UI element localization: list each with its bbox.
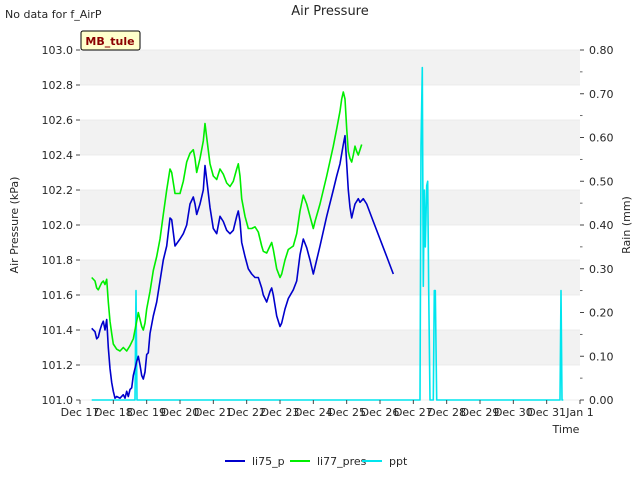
x-tick-label: Dec 22	[227, 406, 266, 419]
axes: 101.0 101.2 101.4 101.6 101.8 102.0 102.2 102.4…	[42, 44, 614, 419]
x-tick-label: Dec 21	[194, 406, 233, 419]
x-tick-label: Dec 19	[127, 406, 166, 419]
y-axis-label: Air Pressure (kPa)	[8, 177, 21, 274]
y-tick-label: 102.0	[42, 219, 74, 232]
y2-tick-label: 0.40	[589, 219, 614, 232]
station-badge-label: MB_tule	[85, 35, 134, 48]
y-tick-label: 101.4	[42, 324, 74, 337]
background-band	[80, 120, 580, 155]
station-badge: MB_tule	[80, 30, 141, 51]
legend-label-ppt: ppt	[389, 455, 408, 468]
legend-label-li75-p: li75_p	[252, 455, 285, 468]
x-tick-label: Dec 18	[94, 406, 133, 419]
y-tick-label: 102.2	[42, 184, 74, 197]
background-bands	[80, 50, 580, 365]
y-tick-label: 102.8	[42, 79, 74, 92]
x-tick-label: Dec 29	[461, 406, 500, 419]
no-data-message: No data for f_AirP	[5, 8, 102, 21]
y2-tick-label: 0.00	[589, 394, 614, 407]
background-band	[80, 260, 580, 295]
x-tick-label: Dec 24	[294, 406, 333, 419]
y-tick-label: 103.0	[42, 44, 74, 57]
y2-tick-label: 0.10	[589, 350, 614, 363]
y2-axis-label: Rain (mm)	[620, 196, 633, 254]
y-tick-label: 101.0	[42, 394, 74, 407]
y2-tick-label: 0.70	[589, 88, 614, 101]
y2-tick-label: 0.50	[589, 175, 614, 188]
x-tick-label: Jan 1	[565, 406, 593, 419]
background-band	[80, 50, 580, 85]
background-band	[80, 330, 580, 365]
legend-label-li77-pres: li77_pres	[317, 455, 367, 468]
x-tick-label: Dec 30	[494, 406, 533, 419]
x-tick-label: Dec 31	[527, 406, 566, 419]
series-layer	[91, 66, 564, 401]
x-tick-label: Dec 17	[61, 406, 100, 419]
x-tick-label: Dec 20	[161, 406, 200, 419]
y2-tick-label: 0.60	[589, 132, 614, 145]
series-line-li75-p	[91, 134, 395, 399]
x-tick-label: Dec 28	[427, 406, 466, 419]
legend: li75_p li77_pres ppt	[225, 455, 408, 468]
y-tick-label: 102.4	[42, 149, 74, 162]
y2-tick-label: 0.20	[589, 307, 614, 320]
y-tick-label: 101.6	[42, 289, 74, 302]
series-line-ppt	[91, 66, 564, 401]
x-tick-label: Dec 27	[394, 406, 433, 419]
y-tick-label: 101.2	[42, 359, 74, 372]
x-tick-label: Dec 23	[261, 406, 300, 419]
grid-lines	[80, 49, 580, 401]
y2-tick-label: 0.80	[589, 44, 614, 57]
y-tick-label: 101.8	[42, 254, 74, 267]
chart-title: Air Pressure	[291, 4, 369, 19]
background-band	[80, 190, 580, 225]
y2-tick-label: 0.30	[589, 263, 614, 276]
x-axis-label: Time	[552, 423, 580, 436]
series-line-li77-pres	[91, 91, 363, 352]
station-badge-box	[80, 30, 141, 51]
x-tick-label: Dec 25	[327, 406, 366, 419]
x-tick-label: Dec 26	[361, 406, 400, 419]
y-tick-label: 102.6	[42, 114, 74, 127]
